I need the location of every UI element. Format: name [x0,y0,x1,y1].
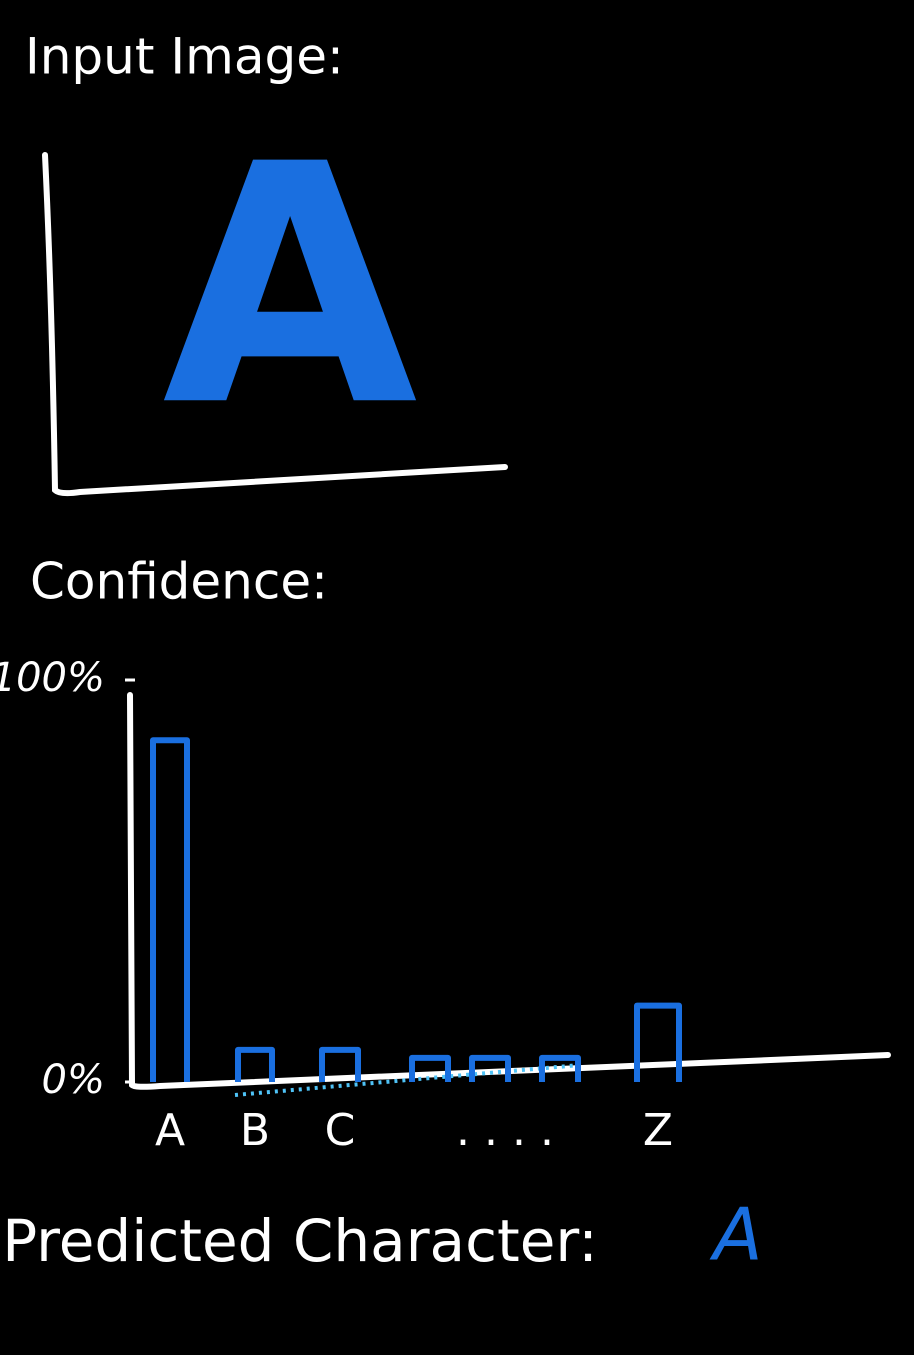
prediction-value: A [709,1193,762,1277]
prediction-label: Predicted Character: [2,1207,598,1275]
x-tick-label: A [155,1105,185,1156]
bar [634,1002,682,1082]
bar [150,737,190,1082]
input-title: Input Image: [25,28,344,86]
confidence-title: Confidence: [30,553,328,611]
x-tick-label: Z [643,1105,673,1156]
y-tick-label: 100% [0,655,105,701]
chart-axes [127,692,891,1090]
x-tick-label: C [325,1105,356,1156]
bar [235,1046,275,1082]
x-tick-label: B [240,1105,270,1156]
y-tick-label: 0% [42,1057,105,1103]
input-frame [42,152,508,497]
dotted-line [234,1063,581,1097]
ellipsis: . . . . [456,1105,554,1156]
bar [319,1046,361,1082]
input-letter: A [162,94,420,478]
bar [539,1054,581,1082]
bar [409,1054,451,1082]
bar [469,1054,511,1082]
